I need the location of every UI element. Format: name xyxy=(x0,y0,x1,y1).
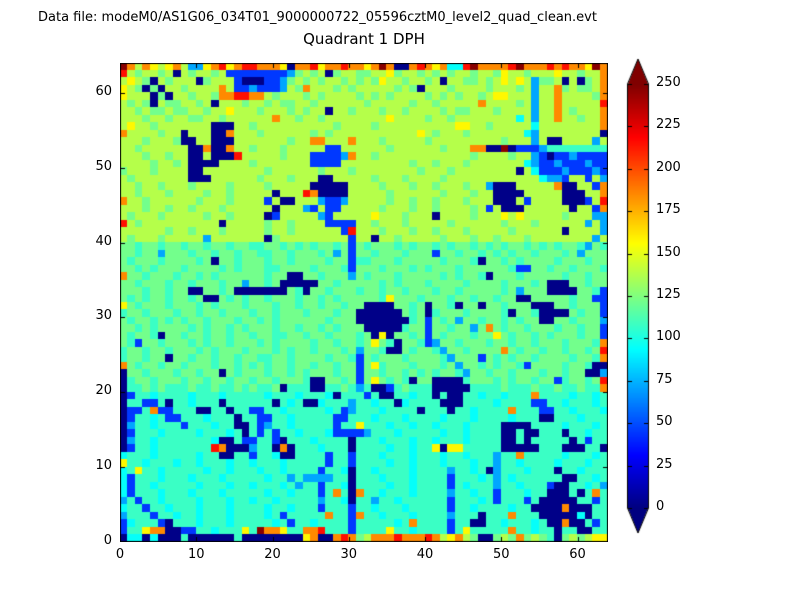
y-tick-label: 60 xyxy=(95,83,112,99)
y-tick-label: 10 xyxy=(95,458,112,474)
colorbar-tick-label: 125 xyxy=(656,287,681,302)
data-file-label: Data file: modeM0/AS1G06_034T01_90000007… xyxy=(38,10,597,25)
colorbar xyxy=(620,56,666,540)
colorbar-tick-label: 150 xyxy=(656,244,681,260)
y-tick-label: 20 xyxy=(95,383,112,399)
colorbar-tick-label: 50 xyxy=(656,414,673,430)
colorbar-tick-label: 25 xyxy=(656,456,673,472)
y-tick-label: 0 xyxy=(103,533,112,548)
heatmap-image xyxy=(120,63,608,542)
colorbar-tick-label: 225 xyxy=(656,117,681,133)
x-tick-label: 0 xyxy=(115,547,125,562)
x-tick-label: 20 xyxy=(264,547,281,562)
x-tick-label: 10 xyxy=(187,547,205,562)
colorbar-tick-label: 100 xyxy=(656,329,681,345)
y-tick-label: 40 xyxy=(95,233,112,249)
colorbar-tick-label: 75 xyxy=(656,371,673,387)
y-tick-label: 50 xyxy=(95,158,112,174)
x-tick-label: 60 xyxy=(569,547,586,562)
colorbar-tick-label: 250 xyxy=(656,75,681,90)
y-tick-label: 30 xyxy=(95,308,112,324)
x-tick-label: 40 xyxy=(416,547,434,562)
colorbar-tick-label: 200 xyxy=(656,159,681,175)
colorbar-tick-label: 0 xyxy=(656,499,665,514)
x-tick-label: 30 xyxy=(340,547,358,562)
colorbar-tick-label: 175 xyxy=(656,202,681,218)
plot-title: Quadrant 1 DPH xyxy=(303,30,425,48)
x-tick-label: 50 xyxy=(492,547,510,562)
